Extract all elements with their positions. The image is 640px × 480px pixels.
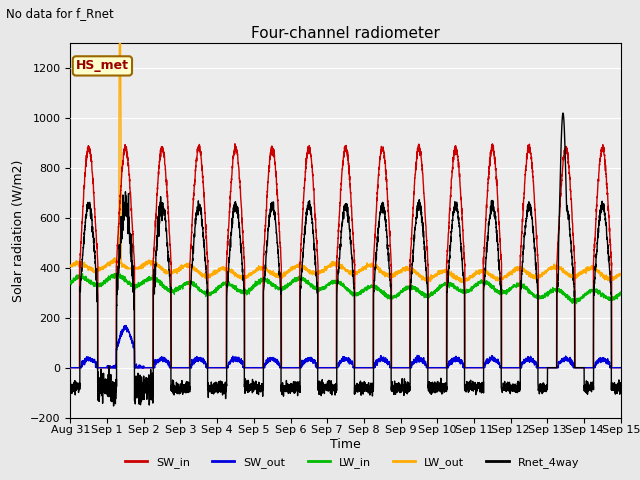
Title: Four-channel radiometer: Four-channel radiometer: [251, 25, 440, 41]
Legend: SW_in, SW_out, LW_in, LW_out, Rnet_4way: SW_in, SW_out, LW_in, LW_out, Rnet_4way: [120, 452, 584, 472]
X-axis label: Time: Time: [330, 438, 361, 451]
Text: HS_met: HS_met: [76, 60, 129, 72]
Y-axis label: Solar radiation (W/m2): Solar radiation (W/m2): [12, 159, 24, 301]
Text: No data for f_Rnet: No data for f_Rnet: [6, 7, 114, 20]
